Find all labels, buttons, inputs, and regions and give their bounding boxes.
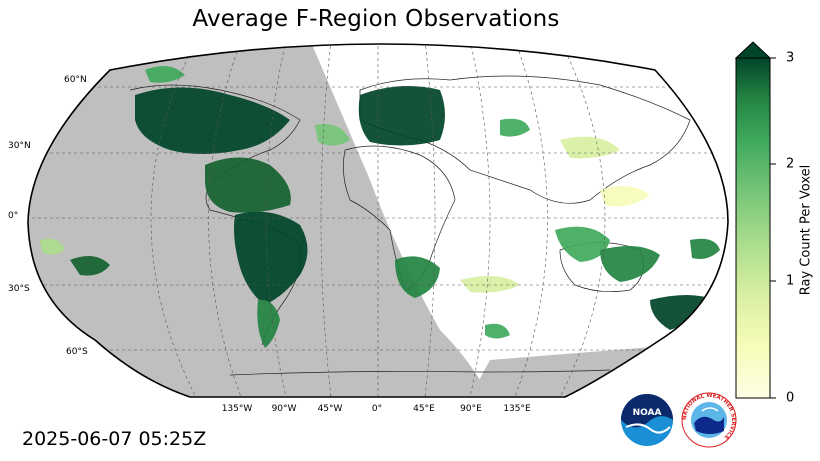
lon-label-135w: 135°W	[221, 404, 253, 414]
colorbar-tick-0: 0	[786, 390, 795, 406]
lat-label-60s: 60°S	[66, 347, 88, 357]
map-title: Average F-Region Observations	[192, 6, 560, 32]
globe-outline	[27, 43, 729, 398]
colorbar-extend-arrow	[734, 41, 772, 59]
nws-logo-icon: NATIONAL WEATHER SERVICE	[681, 392, 737, 448]
colorbar-tick-1: 1	[786, 273, 795, 289]
lat-label-0: 0°	[8, 211, 19, 221]
colorbar-label: Ray Count Per Voxel	[798, 164, 814, 296]
lon-label-45e: 45°E	[413, 404, 435, 414]
lon-label-90w: 90°W	[271, 404, 297, 414]
colorbar-tick-3: 3	[786, 50, 795, 66]
noaa-logo-icon: NOAA	[621, 394, 673, 446]
lon-label-90e: 90°E	[460, 404, 482, 414]
lat-label-30n: 30°N	[8, 141, 31, 151]
noaa-logo-text: NOAA	[633, 408, 662, 418]
lon-label-135e: 135°E	[503, 404, 531, 414]
colorbar	[734, 41, 776, 399]
lon-label-45w: 45°W	[317, 404, 343, 414]
lon-label-0: 0°	[371, 404, 383, 414]
lat-label-60n: 60°N	[64, 75, 87, 85]
globe-area	[28, 44, 728, 397]
timestamp: 2025-06-07 05:25Z	[22, 428, 207, 450]
lat-label-30s: 30°S	[8, 284, 30, 294]
graticule	[28, 44, 728, 397]
ray-count-overlay	[40, 66, 720, 348]
colorbar-tick-2: 2	[786, 156, 795, 172]
